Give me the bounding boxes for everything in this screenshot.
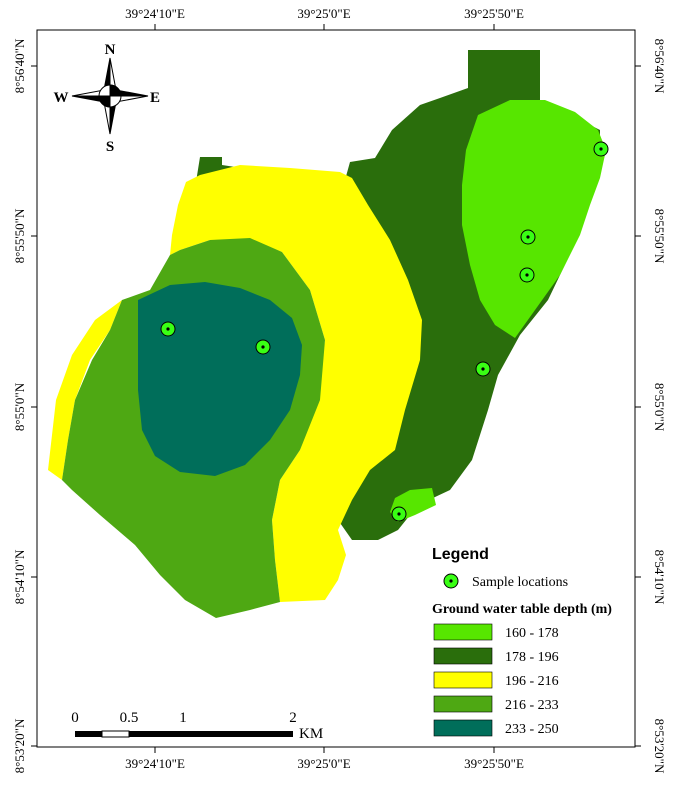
zone-160-178 [462, 100, 606, 338]
scale-seg-1 [75, 731, 102, 737]
bottom-lon-label-2: 39°25'0"E [297, 756, 350, 771]
legend-sample-label: Sample locations [472, 575, 568, 590]
top-lon-label-1: 39°24'10"E [125, 6, 185, 21]
right-lat-label-5: 8°53'20"N [652, 719, 667, 774]
graticule-ticks [31, 24, 641, 753]
top-lon-label-2: 39°25'0"E [297, 6, 350, 21]
scale-tick-0: 0 [71, 710, 79, 726]
right-lat-label-1: 8°56'40"N [652, 39, 667, 94]
left-lat-label-5: 8°53'20"N [12, 718, 27, 773]
right-lat-label-2: 8°55'50"N [652, 209, 667, 264]
scale-tick-05: 0.5 [120, 710, 139, 726]
zone-233-250 [138, 282, 302, 476]
east-label: E [150, 90, 160, 106]
legend-title: Legend [432, 546, 489, 563]
scale-seg-2 [101, 730, 130, 738]
left-lat-label-1: 8°56'40"N [12, 38, 27, 93]
zone-196-216-west [48, 300, 122, 480]
sample-point [160, 321, 176, 337]
bottom-lon-label-3: 39°25'50"E [464, 756, 524, 771]
legend-swatch-5 [433, 719, 493, 737]
sample-point [255, 339, 271, 355]
scale-tick-2: 2 [289, 710, 297, 726]
legend-class-label-5: 233 - 250 [505, 722, 559, 737]
legend-swatch-1 [433, 623, 493, 641]
legend-swatch-3 [433, 671, 493, 689]
right-lat-label-3: 8°55'0"N [652, 383, 667, 432]
sample-point [391, 506, 407, 522]
legend-class-label-2: 178 - 196 [505, 650, 559, 665]
scale-seg-3 [129, 731, 183, 737]
legend-depth-title: Ground water table depth (m) [432, 602, 612, 617]
legend-class-label-1: 160 - 178 [505, 626, 559, 641]
bottom-lon-label-1: 39°24'10"E [125, 756, 185, 771]
sample-point [520, 229, 536, 245]
left-lat-label-4: 8°54'10"N [12, 549, 27, 604]
left-lat-label-3: 8°55'0"N [12, 382, 27, 431]
south-label: S [106, 139, 114, 155]
legend: Legend Sample locations Ground water tab… [432, 546, 612, 737]
depth-zones [48, 50, 606, 618]
compass-rose-icon [71, 57, 149, 135]
scale-tick-1: 1 [179, 710, 187, 726]
legend-class-label-4: 216 - 233 [505, 698, 559, 713]
sample-points [160, 141, 609, 522]
sample-point [593, 141, 609, 157]
north-arrow: N S E W [54, 42, 161, 155]
legend-sample-icon [443, 573, 459, 589]
west-label: W [54, 90, 69, 106]
scale-seg-4 [183, 731, 293, 737]
legend-swatch-2 [433, 647, 493, 665]
north-label: N [105, 42, 116, 58]
sample-point [519, 267, 535, 283]
scale-bar: 0 0.5 1 2 KM [71, 710, 323, 742]
right-lat-label-4: 8°54'10"N [652, 550, 667, 605]
legend-class-label-3: 196 - 216 [505, 674, 559, 689]
top-lon-label-3: 39°25'50"E [464, 6, 524, 21]
zone-196-216 [170, 165, 422, 602]
sample-point [475, 361, 491, 377]
left-lat-label-2: 8°55'50"N [12, 208, 27, 263]
scale-unit: KM [299, 726, 323, 742]
legend-swatch-4 [433, 695, 493, 713]
